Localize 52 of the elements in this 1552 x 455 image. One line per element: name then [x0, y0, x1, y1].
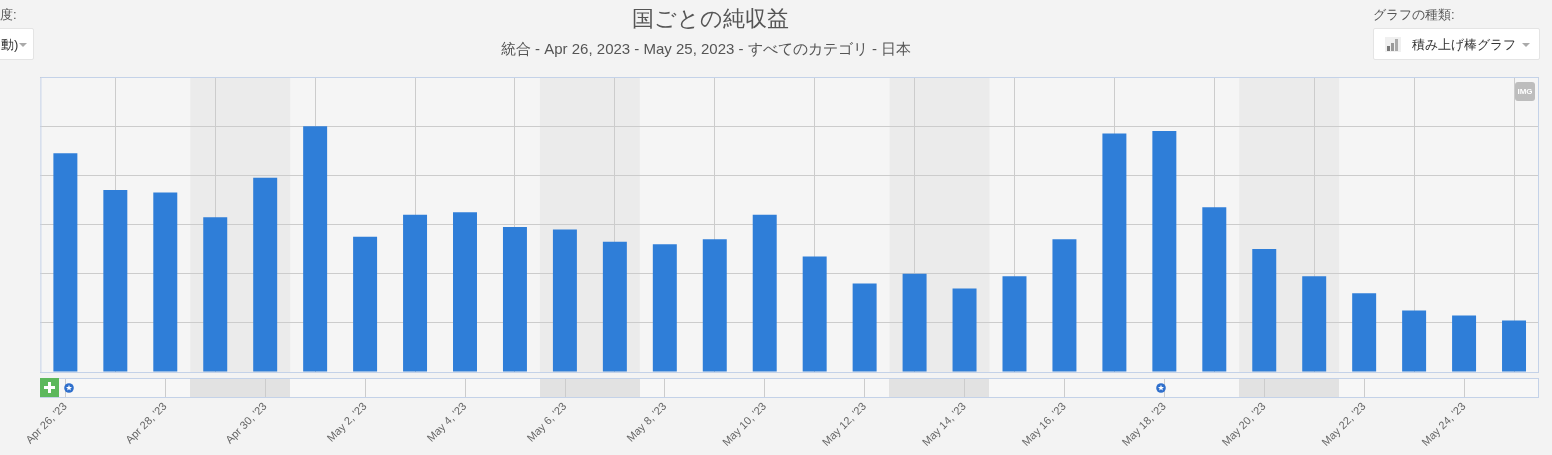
bar [702, 239, 727, 372]
bar [502, 226, 527, 372]
bar [1052, 239, 1077, 372]
bar [1502, 320, 1527, 372]
x-tick-label: May 2, '23 [324, 399, 369, 444]
bar [852, 283, 877, 372]
dropdown: 動) [0, 28, 34, 60]
bar [652, 244, 677, 372]
bar [153, 192, 178, 372]
bar [103, 190, 128, 372]
bar [1202, 207, 1227, 372]
bar [1102, 133, 1127, 372]
bar [1452, 315, 1477, 372]
x-tick-label: May 24, '23 [1419, 399, 1468, 449]
bar [802, 256, 827, 372]
x-tick-label: May 10, '23 [719, 399, 769, 449]
x-tick-label: May 4, '23 [424, 399, 469, 444]
bar [253, 177, 278, 372]
x-tick-label: May 6, '23 [524, 399, 569, 444]
export-image-button: IMG [1515, 82, 1535, 101]
bar [952, 288, 977, 372]
text: グラフの種類: [1373, 7, 1455, 23]
bar [403, 214, 428, 372]
x-tick-label: Apr 28, '23 [122, 399, 169, 446]
chart-title: 国ごとの純収益 [631, 6, 789, 31]
x-tick-label: May 14, '23 [919, 399, 969, 449]
bar [303, 126, 328, 372]
bar [752, 214, 777, 372]
bar [1152, 131, 1177, 372]
bar [1402, 310, 1427, 372]
bar [1002, 276, 1027, 372]
x-tick-label: May 20, '23 [1219, 399, 1268, 449]
bar [53, 153, 78, 372]
bar [203, 217, 228, 372]
x-tick-label: May 8, '23 [624, 399, 669, 444]
bar [453, 212, 477, 372]
bar [552, 229, 577, 372]
x-tick-label: May 18, '23 [1119, 399, 1168, 449]
dropdown: 積み上げ棒グラフ [1373, 28, 1540, 60]
x-tick-label: May 16, '23 [1019, 399, 1068, 449]
bar [602, 241, 627, 372]
bar [902, 273, 927, 372]
bar [1352, 293, 1377, 372]
x-tick-label: May 12, '23 [819, 399, 869, 449]
x-tick-label: Apr 30, '23 [222, 399, 269, 446]
bar [353, 236, 378, 372]
x-tick-label: May 22, '23 [1319, 399, 1368, 449]
bar [1252, 249, 1277, 372]
chart-subtitle: 統合 - Apr 26, 2023 - May 25, 2023 - すべてのカテゴリ - 日本 [500, 40, 912, 57]
x-tick-label: Apr 26, '23 [23, 399, 69, 446]
bar [1302, 276, 1327, 372]
text: 度: [0, 7, 17, 23]
